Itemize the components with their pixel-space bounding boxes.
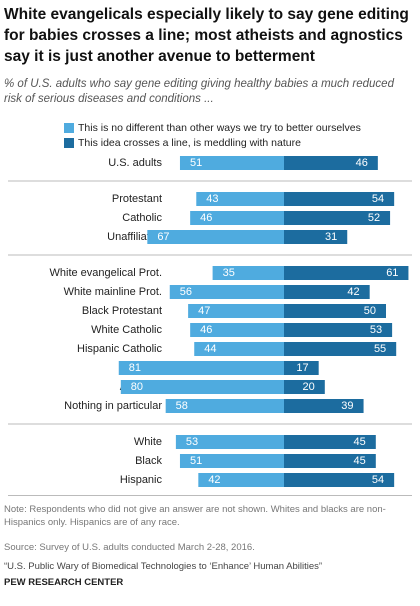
source: Source: Survey of U.S. adults conducted … (4, 542, 255, 553)
bar (147, 230, 284, 244)
category-label: Protestant (112, 193, 162, 205)
value-label: 51 (190, 157, 202, 169)
value-label: 50 (364, 305, 376, 317)
value-label: 53 (186, 436, 198, 448)
value-label: 80 (131, 381, 143, 393)
category-label: Nothing in particular (64, 400, 162, 412)
category-label: White Catholic (91, 324, 162, 336)
legend-swatch (64, 138, 74, 148)
bar (196, 192, 284, 206)
value-label: 20 (303, 381, 315, 393)
value-label: 31 (325, 231, 337, 243)
bar (190, 323, 284, 337)
bar (284, 361, 319, 375)
bar (188, 304, 284, 318)
category-label: Hispanic (120, 474, 163, 486)
report: “U.S. Public Wary of Biomedical Technolo… (4, 561, 323, 572)
bar (179, 454, 284, 468)
bar (165, 399, 284, 413)
bar (284, 454, 376, 468)
legend-swatch (64, 123, 74, 133)
bar (212, 266, 284, 280)
value-label: 81 (129, 362, 141, 374)
chart-subtitle: % of U.S. adults who say gene editing gi… (4, 78, 394, 105)
value-label: 46 (200, 324, 212, 336)
bar (175, 435, 284, 449)
credit: PEW RESEARCH CENTER (4, 577, 124, 588)
category-label: U.S. adults (108, 157, 162, 169)
bar (284, 473, 395, 487)
bar (284, 156, 378, 170)
value-label: 17 (296, 362, 308, 374)
value-label: 56 (180, 286, 192, 298)
bar (284, 211, 391, 225)
value-label: 55 (374, 343, 386, 355)
value-label: 43 (206, 193, 218, 205)
bar (179, 156, 284, 170)
value-label: 54 (372, 474, 384, 486)
bar (194, 342, 284, 356)
value-label: 42 (208, 474, 220, 486)
bar (284, 380, 325, 394)
bar (169, 285, 284, 299)
category-label: Black Protestant (82, 305, 162, 317)
bar (284, 342, 397, 356)
bar (120, 380, 284, 394)
value-label: 42 (347, 286, 359, 298)
category-label: Catholic (122, 212, 162, 224)
value-label: 45 (354, 436, 366, 448)
value-label: 47 (198, 305, 210, 317)
category-label: White (134, 436, 162, 448)
value-label: 45 (354, 455, 366, 467)
category-label: Black (135, 455, 162, 467)
bar (284, 399, 364, 413)
value-label: 46 (200, 212, 212, 224)
legend-label: This idea crosses a line, is meddling wi… (78, 137, 301, 149)
value-label: 35 (223, 267, 235, 279)
note: Note: Respondents who did not give an an… (4, 504, 386, 528)
bar (190, 211, 284, 225)
value-label: 46 (356, 157, 368, 169)
bar (118, 361, 284, 375)
bar (284, 304, 386, 318)
value-label: 67 (157, 231, 169, 243)
bar (284, 285, 370, 299)
bar (284, 435, 376, 449)
category-label: White mainline Prot. (64, 286, 162, 298)
value-label: 61 (386, 267, 398, 279)
bar (284, 192, 395, 206)
value-label: 51 (190, 455, 202, 467)
bar (284, 323, 393, 337)
legend-label: This is no different than other ways we … (78, 122, 361, 134)
chart-title: White evangelicals especially likely to … (4, 6, 409, 65)
category-label: Hispanic Catholic (77, 343, 162, 355)
value-label: 52 (368, 212, 380, 224)
bar (284, 230, 348, 244)
value-label: 54 (372, 193, 384, 205)
value-label: 39 (341, 400, 353, 412)
category-label: White evangelical Prot. (50, 267, 163, 279)
bar (284, 266, 409, 280)
value-label: 44 (204, 343, 216, 355)
value-label: 58 (176, 400, 188, 412)
bar (198, 473, 284, 487)
value-label: 53 (370, 324, 382, 336)
